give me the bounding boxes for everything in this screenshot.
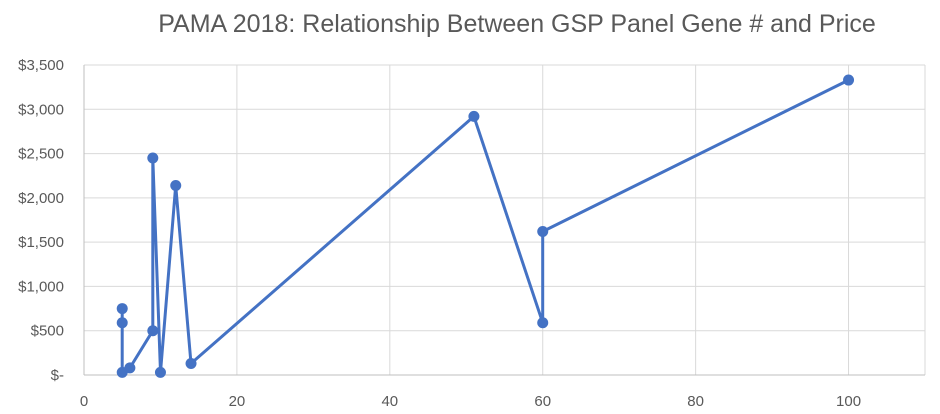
x-tick-label: 40 <box>381 393 398 410</box>
y-tick-label: $2,500 <box>18 146 64 163</box>
chart-title: PAMA 2018: Relationship Between GSP Pane… <box>158 10 876 38</box>
data-point <box>147 325 159 337</box>
data-point <box>124 362 136 374</box>
data-point <box>537 226 549 238</box>
y-tick-label: $500 <box>31 323 64 340</box>
y-tick-label: $2,000 <box>18 190 64 207</box>
y-tick-label: $- <box>51 367 64 384</box>
tick-labels: $- $500 $1,000 $1,500 $2,000 $2,500 $3,000 $3,5… <box>18 57 861 410</box>
x-tick-label: 80 <box>687 393 704 410</box>
grid <box>84 64 926 375</box>
data-point <box>537 317 549 329</box>
y-tick-label: $1,500 <box>18 234 64 251</box>
data-point <box>116 303 128 315</box>
data-point <box>116 317 128 329</box>
data-point <box>147 152 159 164</box>
x-tick-label: 60 <box>534 393 551 410</box>
data-point <box>154 366 166 378</box>
x-tick-label: 0 <box>80 393 88 410</box>
axes <box>83 65 925 376</box>
y-tick-label: $3,000 <box>18 101 64 118</box>
series-price <box>116 74 855 378</box>
data-point <box>170 179 182 191</box>
y-tick-label: $1,000 <box>18 278 64 295</box>
series-line <box>120 78 850 374</box>
data-point <box>185 357 197 369</box>
data-point <box>843 74 855 86</box>
x-tick-label: 100 <box>836 393 861 410</box>
y-tick-label: $3,500 <box>18 57 64 74</box>
data-point <box>468 110 480 122</box>
x-tick-label: 20 <box>229 393 246 410</box>
